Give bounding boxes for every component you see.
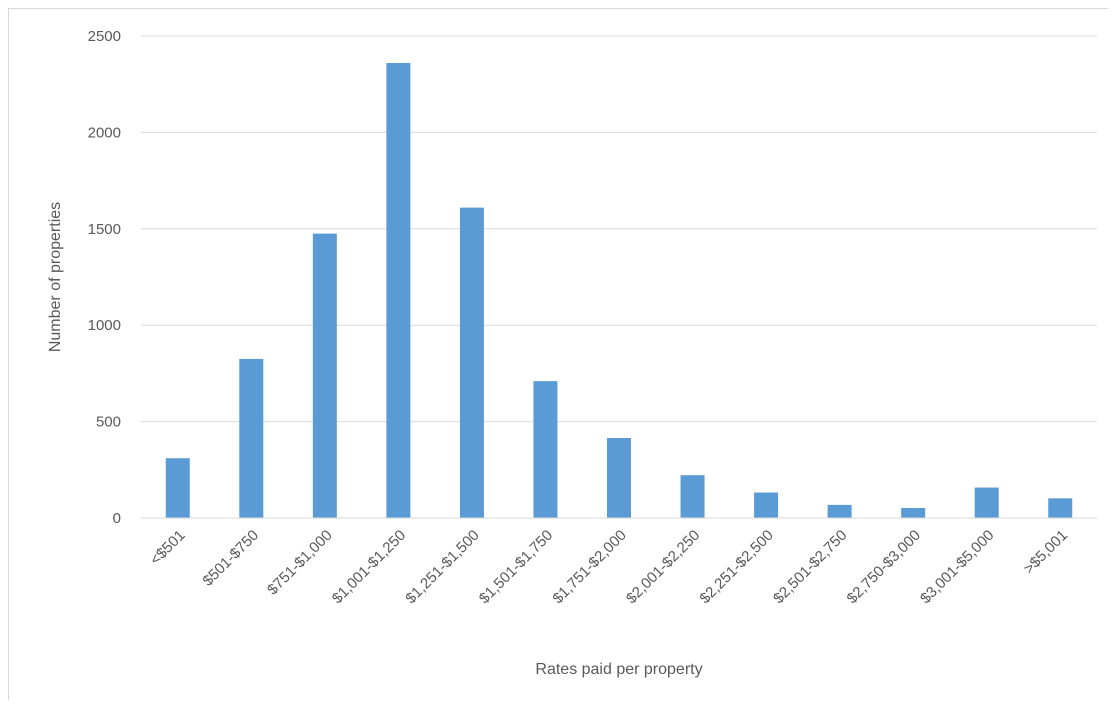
y-tick-label: 1500 [88, 221, 121, 238]
x-tick-label: $1,001-$1,250 [329, 527, 409, 607]
x-tick-label: $1,251-$1,500 [402, 527, 482, 607]
chart-frame [8, 8, 1108, 700]
x-tick-label: $2,001-$2,250 [623, 527, 703, 607]
x-tick-label: >$5,001 [1020, 527, 1071, 578]
y-tick-label: 2500 [88, 28, 121, 45]
x-tick-label: $1,501-$1,750 [476, 527, 556, 607]
x-tick-label: <$501 [147, 527, 189, 569]
y-tick-label: 1000 [88, 317, 121, 334]
bar [680, 475, 705, 518]
bar [312, 233, 337, 518]
x-tick-label: $1,751-$2,000 [549, 527, 629, 607]
bar [754, 492, 779, 518]
bar [165, 458, 190, 518]
bar [386, 62, 411, 518]
x-tick-label: $2,501-$2,750 [770, 527, 850, 607]
bar [533, 381, 558, 518]
bar [607, 437, 631, 518]
bar [1048, 498, 1073, 518]
y-axis-title: Number of properties [47, 202, 64, 352]
y-axis-ticks: 0 500 1000 1500 2000 2500 [88, 28, 121, 527]
bar [459, 207, 484, 519]
x-tick-label: $2,750-$3,000 [844, 527, 924, 607]
y-tick-label: 2000 [88, 124, 121, 141]
bar [901, 507, 926, 518]
y-tick-label: 0 [113, 510, 121, 527]
x-axis-ticks: <$501 $501-$750 $751-$1,000$1,001-$1,250$1… [147, 527, 1071, 607]
x-axis-title: Rates paid per property [535, 661, 702, 678]
x-tick-label: $501-$750 [199, 527, 262, 590]
x-tick-label: $3,001-$5,000 [917, 527, 997, 607]
bar [239, 358, 264, 518]
y-tick-label: 500 [96, 414, 121, 431]
bars [165, 62, 1073, 519]
bar [827, 504, 852, 518]
bar [974, 487, 999, 518]
gridlines [141, 35, 1097, 423]
x-tick-label: $2,251-$2,500 [696, 527, 776, 607]
x-tick-label: $751-$1,000 [264, 527, 336, 599]
